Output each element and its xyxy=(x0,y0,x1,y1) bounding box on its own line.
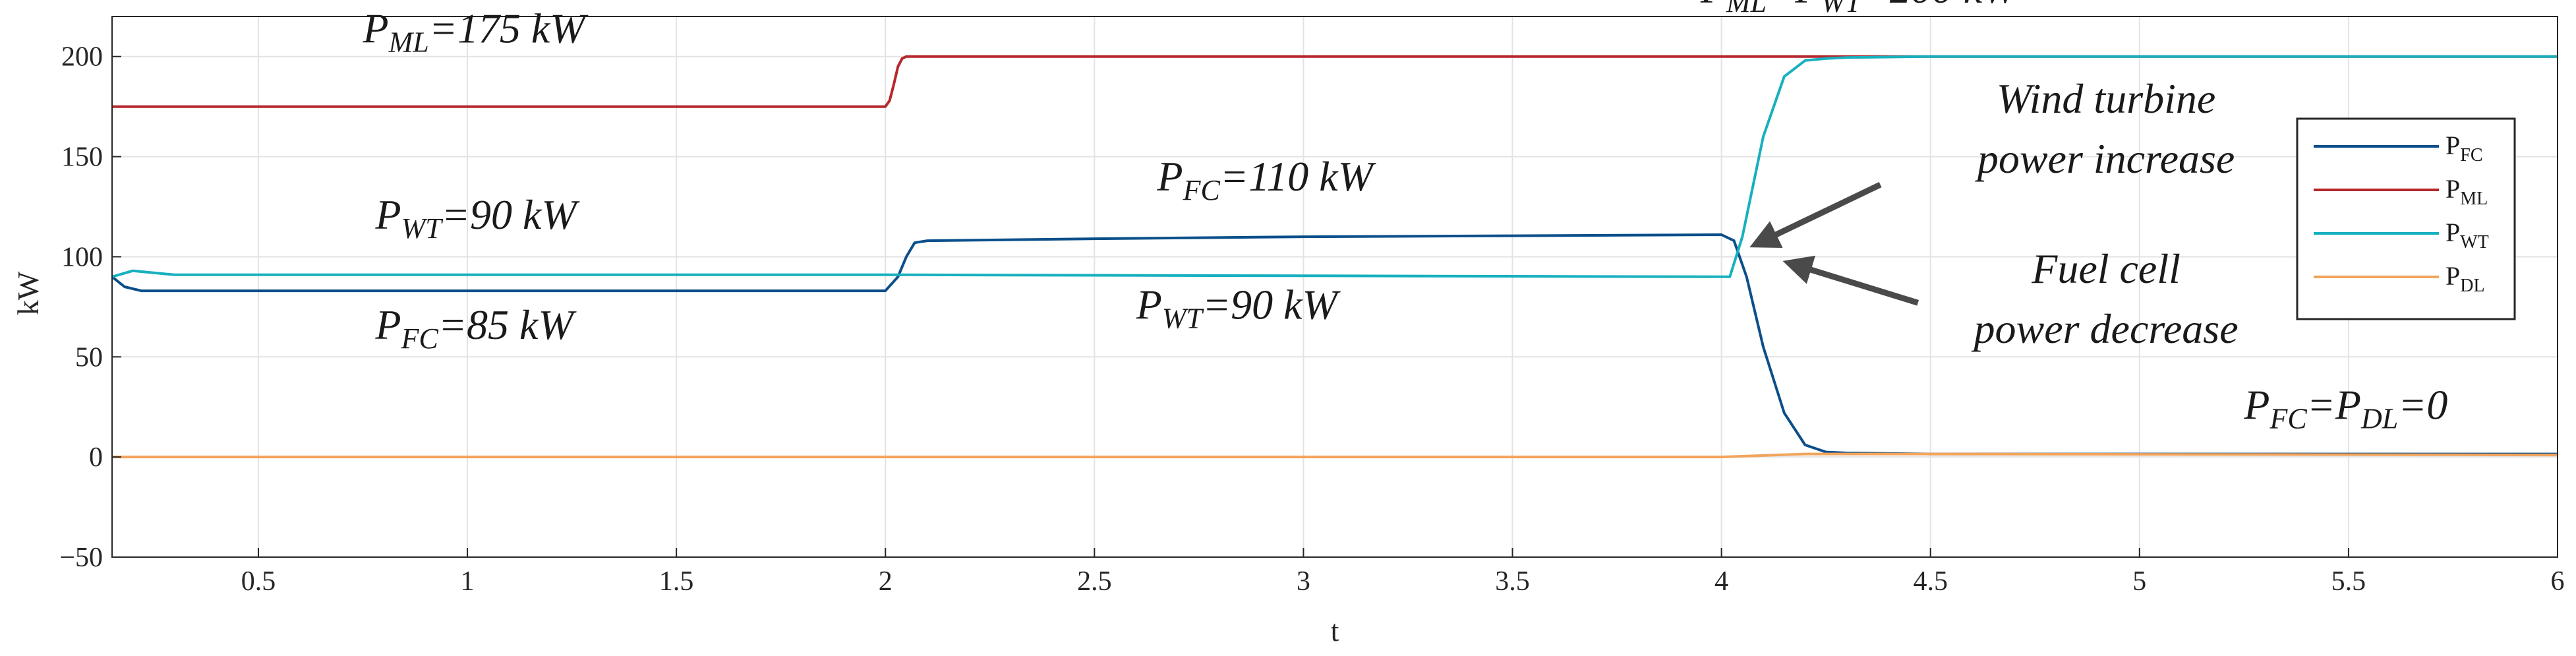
note-arrow xyxy=(1782,255,1919,306)
series-line-ml xyxy=(112,55,2558,108)
notes: Wind turbine power increase Fuel cell power… xyxy=(1749,75,2239,352)
y-tick-label: 100 xyxy=(61,242,103,272)
y-tick-label: 50 xyxy=(75,342,103,373)
series-line-dl xyxy=(112,452,2558,459)
x-axis-label: t xyxy=(1331,614,1339,647)
y-axis-label: kW xyxy=(11,271,45,315)
series-line-wt xyxy=(111,55,2558,278)
legend: PFC PML PWT PDL xyxy=(2296,117,2516,320)
note-text: power increase xyxy=(1975,135,2235,182)
annotations: PML=175 kW PWT=90 kW PFC=85 kW PFC=110 kW PW… xyxy=(363,0,2448,434)
x-tick-label: 0.5 xyxy=(241,566,276,597)
legend-box xyxy=(2296,117,2516,320)
x-tick-label: 5 xyxy=(2132,566,2146,597)
legend-entry: PML xyxy=(2445,174,2488,209)
y-tick-label: 200 xyxy=(61,42,103,73)
ticks: 0.5 1 1.5 2 2.5 3 3.5 4 4.5 5 5.5 6 −50 0 50 100 150 200 xyxy=(59,42,2564,597)
x-tick-label: 5.5 xyxy=(2331,566,2366,597)
x-tick-label: 1 xyxy=(461,566,475,597)
x-tick-label: 1.5 xyxy=(659,566,694,597)
plot-frame xyxy=(111,16,2558,558)
x-tick-label: 3 xyxy=(1297,566,1310,597)
note-text: Wind turbine xyxy=(1997,75,2215,122)
legend-entry: PWT xyxy=(2445,218,2489,253)
annotation-label: PFC=110 kW xyxy=(1156,153,1376,206)
annotation-label: PFC=85 kW xyxy=(375,301,577,355)
legend-entry: PDL xyxy=(2445,261,2485,296)
y-tick-label: 150 xyxy=(61,142,103,173)
series-layer xyxy=(111,55,2558,459)
annotation-label: PWT=90 kW xyxy=(375,191,581,245)
y-tick-label: −50 xyxy=(59,543,103,573)
x-tick-label: 2.5 xyxy=(1077,566,1112,597)
x-tick-label: 3.5 xyxy=(1495,566,1530,597)
x-tick-label: 4.5 xyxy=(1913,566,1948,597)
note-arrow xyxy=(1749,182,1882,248)
annotation-label: PWT=90 kW xyxy=(1136,282,1341,335)
x-tick-label: 6 xyxy=(2551,566,2565,597)
annotation-label: PML=PWT=200 kW xyxy=(1700,0,2021,18)
note-text: Fuel cell xyxy=(2031,245,2181,292)
x-tick-label: 4 xyxy=(1714,566,1728,597)
annotation-label: PML=175 kW xyxy=(363,5,589,58)
y-tick-label: 0 xyxy=(89,442,103,473)
annotation-label: PFC=PDL=0 xyxy=(2243,381,2447,434)
legend-entry: PFC xyxy=(2445,131,2483,165)
note-text: power decrease xyxy=(1972,305,2239,352)
x-tick-label: 2 xyxy=(879,566,893,597)
